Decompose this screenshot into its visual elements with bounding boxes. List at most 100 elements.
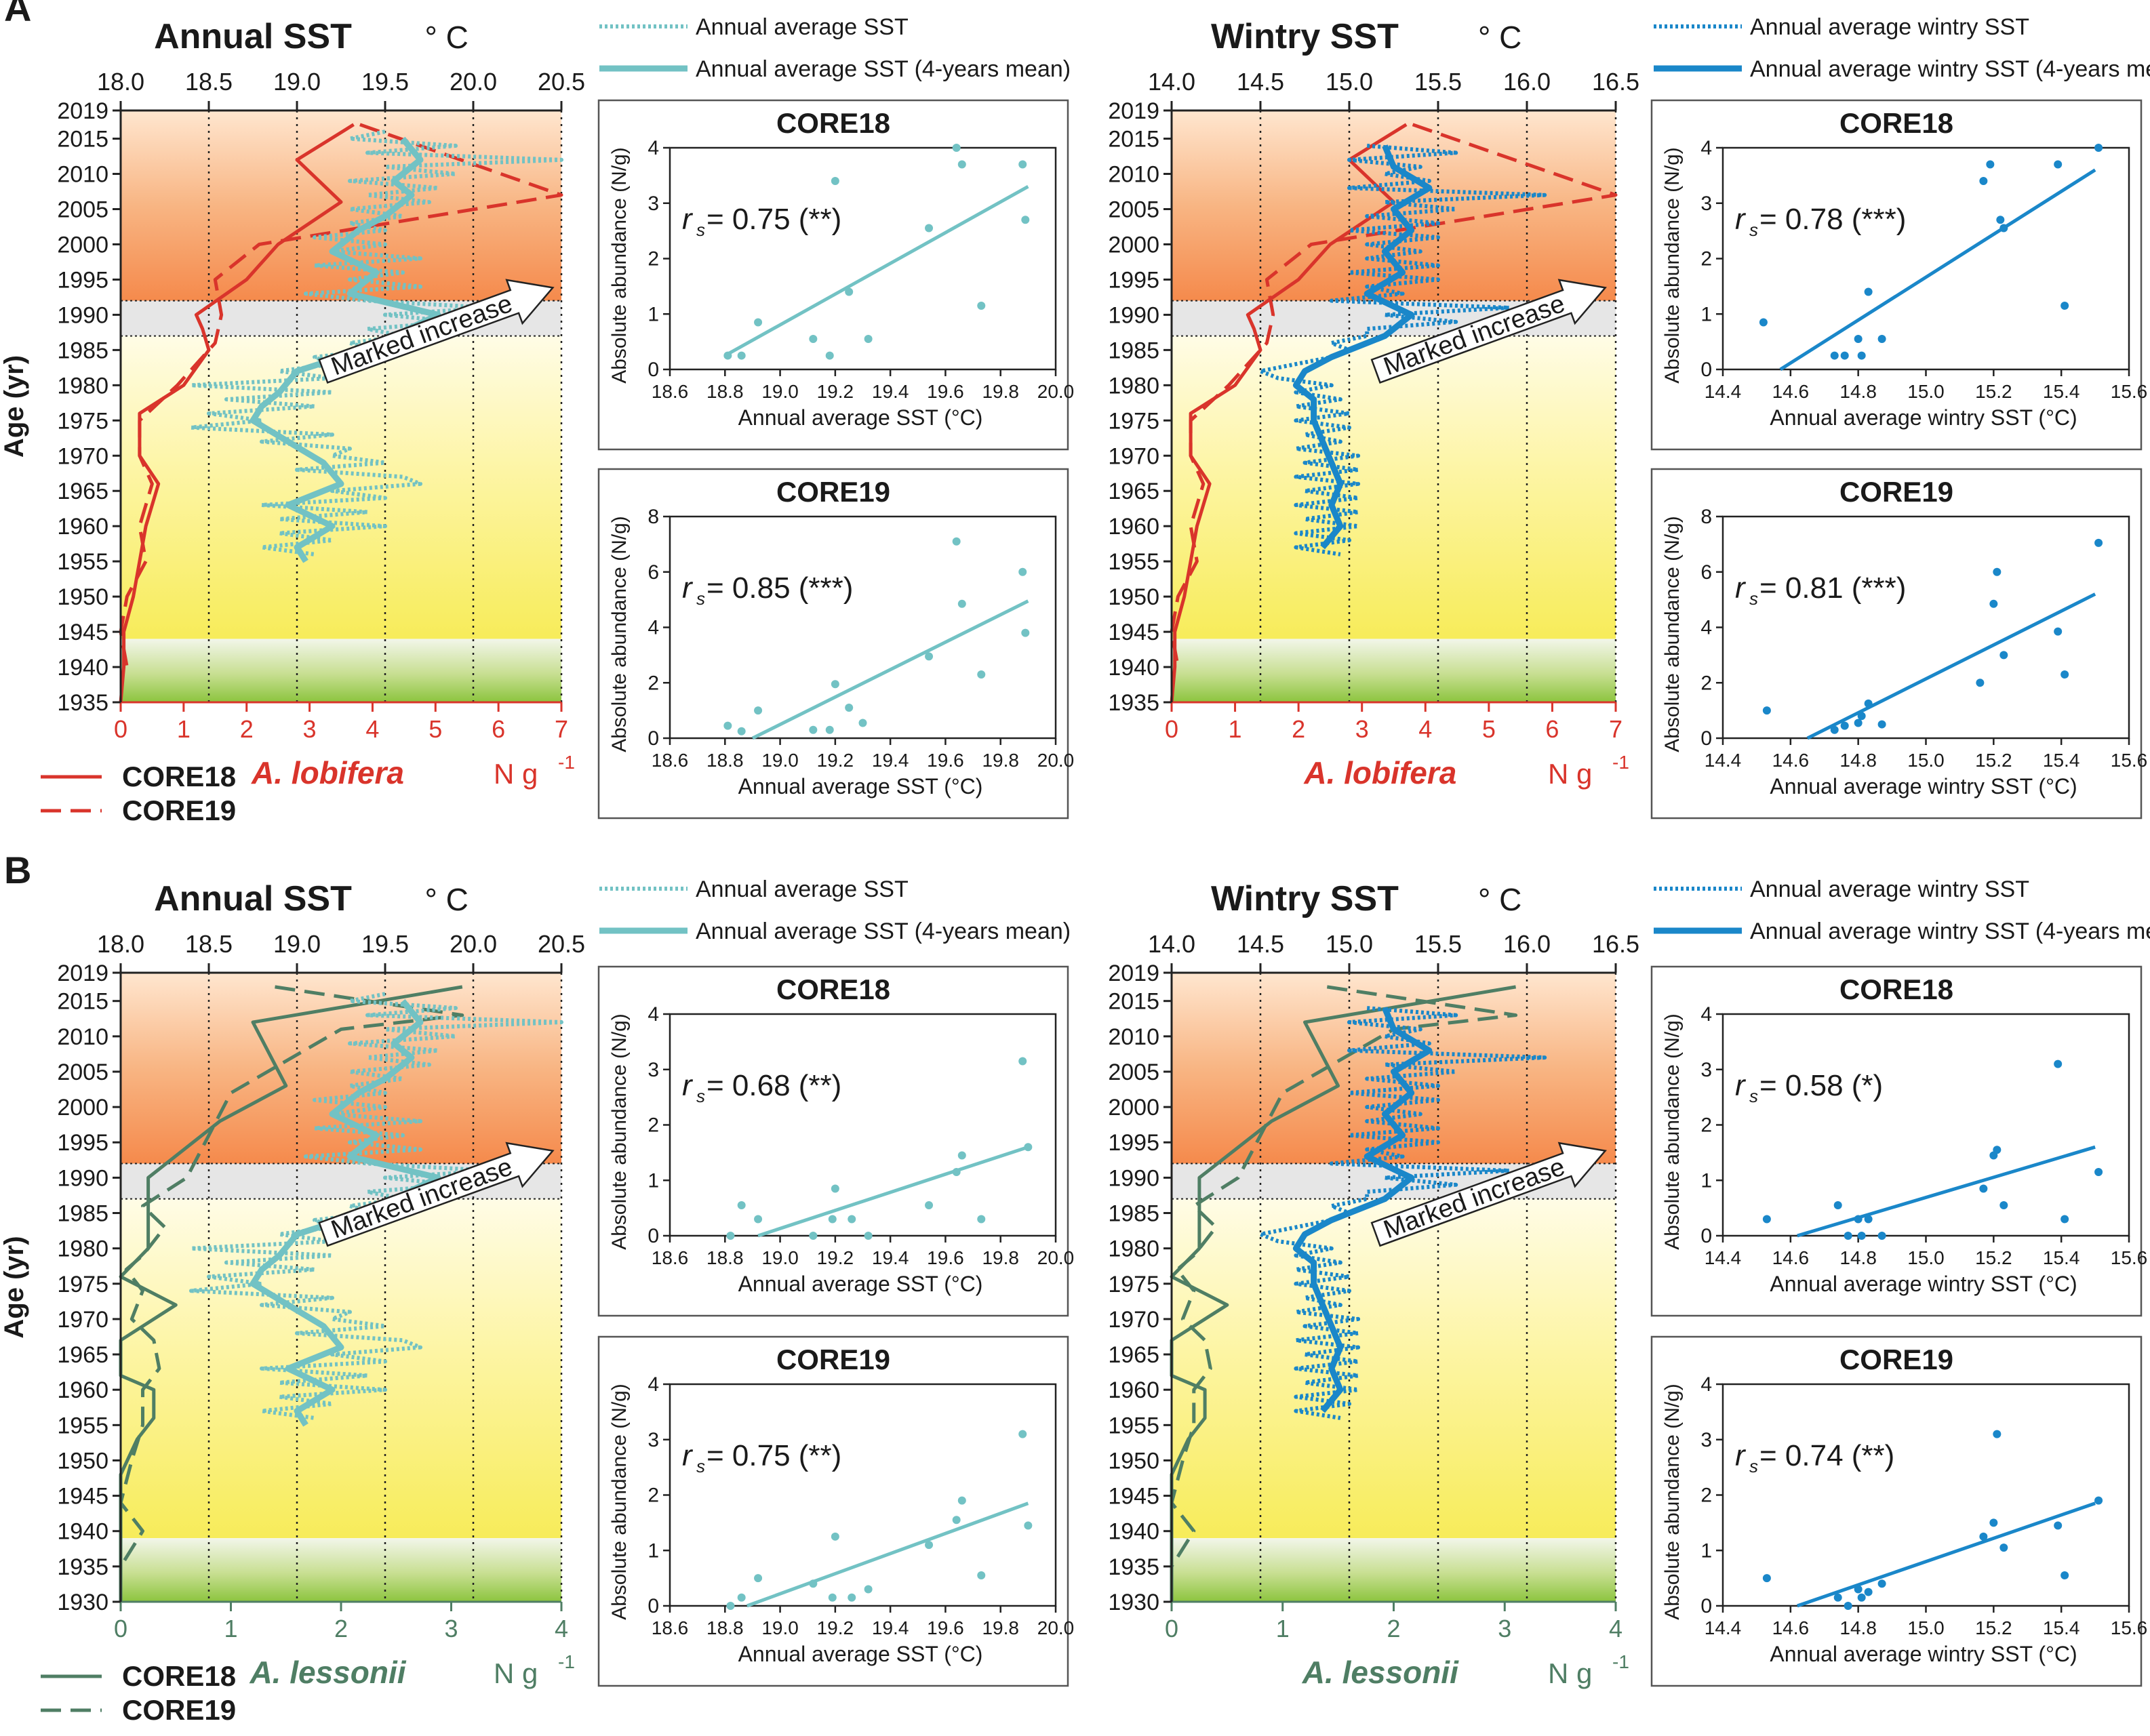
cold-period-band (121, 1538, 561, 1602)
age-tick-label: 1975 (57, 408, 108, 434)
age-tick-label: 1930 (1108, 1590, 1159, 1615)
age-tick-label: 2015 (1108, 127, 1159, 153)
data-point (1979, 1532, 1988, 1541)
data-point (828, 1215, 837, 1224)
abundance-tick-label: 3 (444, 1615, 458, 1642)
age-tick-label: 1955 (57, 1413, 108, 1438)
panel-label: B (4, 849, 31, 891)
x-axis-label: Annual average wintry SST (°C) (1770, 774, 2077, 799)
data-point (957, 160, 966, 169)
abundance-tick-label: 4 (555, 1615, 568, 1642)
x-axis-label: Annual average SST (°C) (738, 1272, 983, 1296)
x-tick-label: 15.6 (2111, 1617, 2148, 1638)
scatter-title: CORE19 (1839, 1344, 1953, 1375)
data-point (1877, 1579, 1886, 1588)
abundance-tick-label: 3 (303, 715, 317, 743)
y-tick-label: 2 (1700, 1114, 1712, 1137)
x-axis-label: Annual average wintry SST (°C) (1770, 1642, 2077, 1666)
x-tick-label: 19.6 (927, 381, 964, 402)
scatter-title: CORE18 (1839, 973, 1953, 1005)
data-point (925, 652, 934, 661)
data-point (2054, 1059, 2063, 1068)
data-point (1864, 287, 1873, 296)
rs-value: = 0.78 (***) (1759, 203, 1906, 236)
species-name: A. lessonii (249, 1655, 406, 1690)
data-point (1018, 160, 1027, 169)
rs-subscript: s (696, 1456, 705, 1476)
data-point (925, 224, 934, 233)
rs-subscript: s (1749, 588, 1758, 609)
y-tick-label: 0 (1700, 1595, 1712, 1617)
sst-tick-label: 19.5 (361, 68, 409, 96)
x-tick-label: 15.0 (1907, 750, 1945, 771)
data-point (825, 725, 834, 734)
sst-tick-label: 14.0 (1148, 930, 1195, 958)
age-tick-label: 1970 (57, 1307, 108, 1333)
data-point (1830, 351, 1839, 360)
x-tick-label: 19.6 (927, 1617, 964, 1638)
age-tick-label: 1940 (57, 1519, 108, 1545)
y-axis-label: Absolute abundance (N/g) (608, 1013, 631, 1250)
data-point (825, 351, 834, 360)
age-tick-label: 1935 (57, 690, 108, 716)
data-point (2094, 1496, 2103, 1505)
abundance-tick-label: 1 (1229, 715, 1242, 743)
regression-line (724, 185, 1029, 357)
data-point (1989, 599, 1998, 608)
data-point (831, 177, 839, 186)
legend-core18-label: CORE18 (122, 761, 236, 792)
abundance-unit-exponent: -1 (1612, 1651, 1629, 1672)
x-tick-label: 15.4 (2043, 1247, 2080, 1268)
x-tick-label: 14.6 (1772, 1247, 1810, 1268)
scatter-title: CORE18 (776, 973, 890, 1005)
y-tick-label: 1 (648, 303, 659, 325)
scatter-frame (597, 468, 1069, 820)
legend-sst-mean-label: Annual average wintry SST (4-years mean) (1750, 919, 2150, 944)
age-tick-label: 1950 (1108, 1448, 1159, 1474)
sst-tick-label: 20.0 (450, 930, 497, 958)
x-tick-label: 14.8 (1839, 1247, 1877, 1268)
y-axis-label: Absolute abundance (N/g) (1661, 1384, 1684, 1620)
abundance-tick-label: 2 (1292, 715, 1305, 743)
data-point (809, 335, 818, 344)
rs-value: = 0.74 (**) (1759, 1439, 1894, 1472)
age-tick-label: 1960 (57, 514, 108, 540)
data-point (828, 1593, 837, 1602)
age-tick-label: 1995 (57, 267, 108, 293)
rs-subscript: s (1749, 1456, 1758, 1476)
age-axis-label: Age (yr) (0, 355, 29, 458)
age-tick-label: 1965 (1108, 479, 1159, 504)
data-point (845, 704, 854, 712)
age-tick-label: 2010 (57, 1024, 108, 1050)
age-tick-label: 2005 (1108, 1059, 1159, 1085)
x-tick-label: 19.6 (927, 750, 964, 771)
rs-symbol: r (682, 1069, 694, 1102)
data-point (2094, 1167, 2103, 1176)
age-tick-label: 1950 (57, 1448, 108, 1474)
sst-tick-label: 18.5 (185, 68, 233, 96)
data-point (1999, 1201, 2008, 1210)
data-point (1844, 1232, 1852, 1240)
sst-tick-label: 18.0 (97, 930, 144, 958)
sst-tick-label: 19.0 (273, 68, 321, 96)
legend-sst-mean-label: Annual average SST (4-years mean) (696, 56, 1071, 82)
data-point (977, 1215, 986, 1224)
age-tick-label: 1935 (57, 1554, 108, 1580)
arrow-shape (318, 1142, 555, 1247)
sst-tick-label: 18.5 (185, 930, 233, 958)
legend-sst-mean-label: Annual average wintry SST (4-years mean) (1750, 56, 2150, 82)
data-point (1854, 1585, 1863, 1594)
data-point (831, 680, 839, 689)
x-tick-label: 15.2 (1975, 381, 2012, 402)
data-point (864, 1232, 873, 1240)
data-point (1857, 712, 1866, 721)
x-tick-label: 19.4 (872, 1617, 909, 1638)
y-tick-label: 1 (648, 1539, 659, 1562)
y-tick-label: 0 (1700, 1225, 1712, 1247)
x-tick-label: 15.0 (1907, 381, 1945, 402)
abundance-tick-label: 3 (1498, 1615, 1511, 1642)
x-tick-label: 15.2 (1975, 750, 2012, 771)
